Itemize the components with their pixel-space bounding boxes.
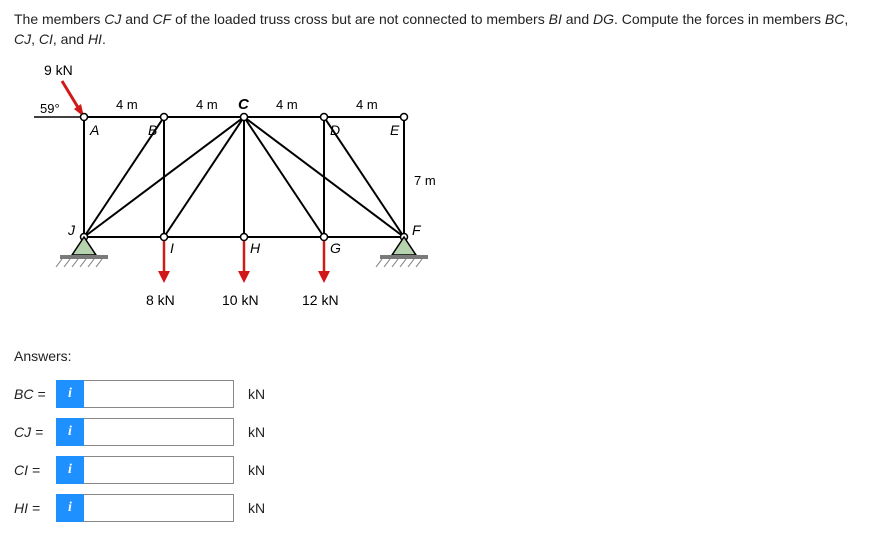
answer-row-ci: CI = i kN <box>14 456 859 484</box>
svg-text:4 m: 4 m <box>116 97 138 112</box>
info-button[interactable]: i <box>56 494 84 522</box>
answer-row-hi: HI = i kN <box>14 494 859 522</box>
svg-text:4 m: 4 m <box>276 97 298 112</box>
svg-text:J: J <box>67 222 76 238</box>
unit-label: kN <box>248 386 265 402</box>
load-9kn-label: 9 kN <box>44 62 73 78</box>
answer-label: BC = <box>14 386 56 402</box>
svg-text:D: D <box>330 122 340 138</box>
svg-text:10 kN: 10 kN <box>222 292 259 308</box>
svg-text:E: E <box>390 122 400 138</box>
answer-label: HI = <box>14 500 56 516</box>
svg-text:4 m: 4 m <box>356 97 378 112</box>
unit-label: kN <box>248 424 265 440</box>
answer-input-ci[interactable] <box>84 456 234 484</box>
problem-statement: The members CJ and CF of the loaded trus… <box>14 10 859 49</box>
svg-text:F: F <box>412 222 422 238</box>
svg-text:B: B <box>148 122 157 138</box>
svg-text:12 kN: 12 kN <box>302 292 339 308</box>
info-button[interactable]: i <box>56 456 84 484</box>
answers-heading: Answers: <box>14 348 859 364</box>
answer-label: CJ = <box>14 424 56 440</box>
info-button[interactable]: i <box>56 418 84 446</box>
answer-input-bc[interactable] <box>84 380 234 408</box>
answer-label: CI = <box>14 462 56 478</box>
answer-input-cj[interactable] <box>84 418 234 446</box>
answer-row-bc: BC = i kN <box>14 380 859 408</box>
svg-text:A: A <box>89 122 99 138</box>
truss-diagram: 9 kN 59° 4 m 4 m 4 m 4 m 7 m A B C D E J… <box>24 57 859 330</box>
angle-label: 59° <box>40 101 60 116</box>
svg-text:C: C <box>238 96 250 113</box>
svg-text:G: G <box>330 240 341 256</box>
answer-row-cj: CJ = i kN <box>14 418 859 446</box>
svg-text:H: H <box>250 240 261 256</box>
info-button[interactable]: i <box>56 380 84 408</box>
unit-label: kN <box>248 462 265 478</box>
answer-input-hi[interactable] <box>84 494 234 522</box>
svg-text:4 m: 4 m <box>196 97 218 112</box>
svg-text:8 kN: 8 kN <box>146 292 175 308</box>
unit-label: kN <box>248 500 265 516</box>
height-label: 7 m <box>414 173 436 188</box>
svg-text:I: I <box>170 240 174 256</box>
